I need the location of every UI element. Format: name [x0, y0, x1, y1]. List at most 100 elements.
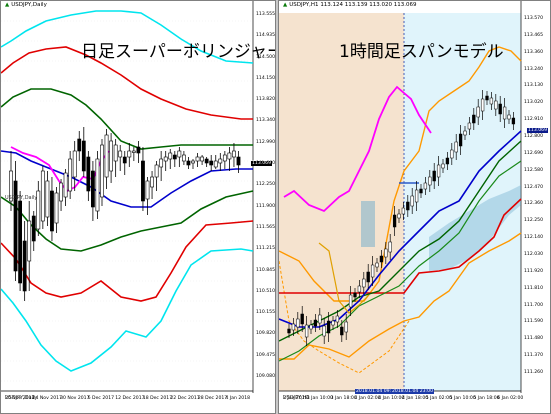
candle-body — [141, 160, 145, 202]
candle-body — [494, 100, 498, 110]
middle-band-sma — [1, 150, 253, 208]
daily-x-tick: 6 Dec 2017 — [87, 396, 115, 401]
daily-y-tick: 110.845 — [256, 267, 275, 273]
candle-body — [296, 318, 300, 328]
upper-3sigma-band — [1, 10, 254, 64]
candle-body — [95, 158, 100, 212]
candle-body — [18, 200, 23, 284]
h1-x-tick: 5 Jan 10:00 — [449, 396, 476, 401]
candle-body — [423, 182, 428, 190]
candle-body — [485, 95, 489, 101]
daily-y-tick: 111.900 — [256, 203, 275, 209]
candle-body — [232, 150, 236, 158]
candle-body — [127, 150, 132, 158]
h1-y-tick: 112.140 — [524, 235, 543, 241]
candle-body — [331, 320, 335, 326]
candle-body — [463, 130, 467, 136]
daily-x-tick: 24 Nov 2017 — [32, 396, 62, 401]
h1-x-tick: 3 Jan 18:00 — [330, 396, 357, 401]
daily-y-tick: 109.080 — [256, 374, 275, 379]
candle-body — [218, 158, 223, 164]
chart-pane-daily[interactable]: ▲ USDJPY,Daily 日足スーパーボリンジャー USDJPY,Daily … — [0, 0, 276, 414]
candle-body — [209, 160, 214, 166]
candle-body — [441, 163, 445, 169]
ohlc-values: 113.124 113.139 113.020 113.069 — [320, 2, 417, 8]
h1-y-tick: 111.810 — [524, 285, 543, 291]
candle-body — [236, 156, 241, 166]
h1-y-tick: 111.700 — [524, 302, 543, 308]
symbol-label: USDJPY,Daily — [11, 2, 47, 8]
chart-pane-h1[interactable]: ▲ USDJPY,H1 113.124 113.139 113.020 113.0… — [278, 0, 551, 414]
current-price-marker: 113.069 — [251, 161, 272, 166]
daily-y-tick: 111.215 — [256, 246, 275, 252]
h1-y-tick: 113.020 — [524, 100, 543, 106]
candle-body — [375, 262, 379, 268]
daily-y-tick: 114.500 — [256, 54, 275, 60]
h1-y-tick: 113.465 — [524, 32, 543, 38]
h1-x-tick: 6 Jan 02:00 — [497, 396, 524, 401]
candle-body — [131, 150, 136, 153]
daily-x-tick: 4 Jan 2018 — [225, 396, 251, 401]
daily-chart-canvas[interactable] — [1, 1, 276, 414]
candle-body — [40, 170, 45, 222]
base-line-blue — [279, 130, 522, 328]
daily-y-tick: 112.990 — [256, 139, 275, 145]
candle-body — [195, 156, 200, 162]
h1-y-tick: 112.030 — [524, 252, 543, 257]
lower-2sigma-band — [1, 220, 254, 302]
outer-dashed-band — [279, 260, 410, 374]
symbol-header-h1: ▲ USDJPY,H1 113.124 113.139 113.020 113.0… — [283, 2, 417, 8]
daily-y-tick: 114.935 — [256, 33, 275, 39]
daily-y-tick: 109.820 — [256, 331, 275, 337]
candle-body — [287, 328, 291, 334]
candle-body — [406, 201, 410, 211]
span-red-line — [279, 198, 522, 294]
h1-y-tick: 112.360 — [524, 201, 543, 207]
candle-body — [182, 154, 186, 162]
candle-body — [109, 140, 114, 172]
candle-body — [313, 319, 318, 327]
h1-y-tick: 113.570 — [524, 16, 543, 21]
h1-x-tick: 5 Jan 02:00 — [425, 396, 452, 401]
h1-chart-canvas[interactable] — [279, 1, 551, 414]
candle-body — [118, 150, 123, 158]
candle-body — [104, 134, 109, 178]
candle-body — [476, 106, 480, 118]
h1-y-tick: 111.480 — [524, 336, 543, 342]
daily-y-tick: 113.820 — [256, 97, 275, 103]
candle-body — [480, 98, 485, 112]
candle-body — [136, 146, 141, 154]
daily-x-tick: 12 Dec 2017 — [115, 396, 145, 401]
daily-x-tick: 18 Dec 2017 — [142, 396, 173, 401]
candle-body — [348, 294, 353, 308]
candle-body — [168, 152, 173, 160]
daily-y-tick: 110.155 — [256, 310, 275, 316]
candle-body — [450, 149, 454, 159]
candle-body — [86, 156, 91, 192]
candle-body — [414, 189, 419, 203]
crosshair-time-label-1: 2018.01.04 09:00 — [355, 389, 399, 394]
candle-body — [502, 106, 507, 120]
upper-1sigma-band — [1, 88, 253, 150]
chart-title-h1: 1時間足スパンモデル — [339, 42, 504, 62]
daily-y-tick: 113.555 — [256, 12, 275, 17]
h1-y-tick: 112.800 — [524, 134, 543, 139]
candle-body — [335, 315, 340, 323]
candle-body — [227, 152, 232, 160]
candle-body — [436, 164, 441, 178]
daily-y-tick: 111.565 — [256, 224, 275, 230]
h1-x-tick: 4 Jan 02:00 — [354, 396, 381, 401]
candle-body — [397, 213, 401, 219]
candle-body — [186, 160, 191, 166]
triangle-up-icon: ▲ — [5, 2, 10, 8]
candle-body — [410, 195, 414, 207]
upper-band-orange — [279, 46, 522, 302]
h1-x-tick: 3 Jan 10:00 — [306, 396, 333, 401]
candle-body — [113, 144, 118, 162]
candle-body — [204, 158, 209, 164]
candle-body — [159, 158, 164, 168]
candle-body — [362, 278, 366, 288]
symbol-header-daily: ▲ USDJPY,Daily — [5, 2, 47, 8]
candle-body — [379, 255, 384, 263]
